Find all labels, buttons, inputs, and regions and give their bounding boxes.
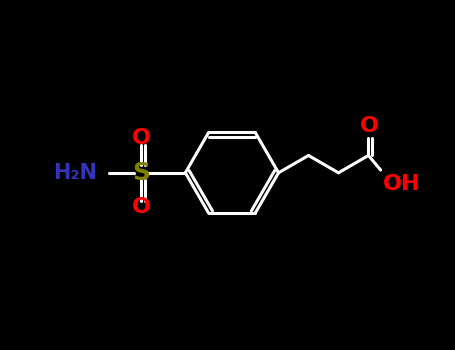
Text: OH: OH (383, 174, 420, 194)
Text: H₂N: H₂N (53, 163, 96, 183)
Text: O: O (131, 128, 151, 148)
Text: S: S (132, 161, 150, 185)
Text: O: O (360, 116, 379, 136)
Text: O: O (131, 197, 151, 217)
